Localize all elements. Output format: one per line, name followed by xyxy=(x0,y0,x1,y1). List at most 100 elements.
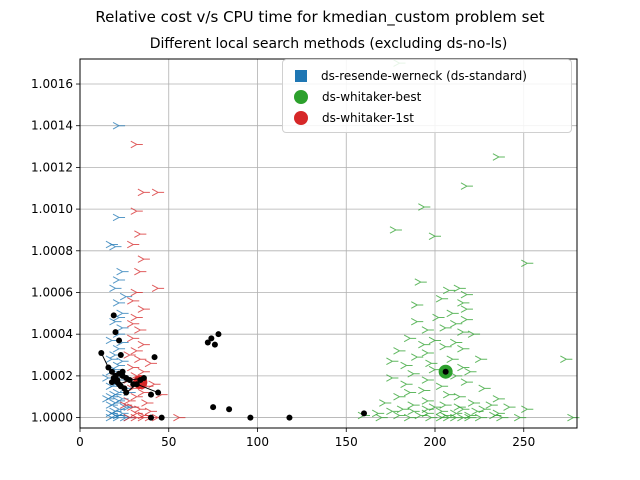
point-resende xyxy=(116,267,129,276)
y-tick-label: 1.0002 xyxy=(31,369,73,383)
y-tick-label: 1.0010 xyxy=(31,202,73,216)
black-point xyxy=(211,341,218,348)
point-best xyxy=(403,388,417,397)
point-best xyxy=(492,395,505,403)
point-first xyxy=(137,367,150,376)
y-tick-label: 1.0014 xyxy=(31,119,73,133)
black-point xyxy=(140,374,147,381)
black-point xyxy=(116,337,123,344)
point-first xyxy=(127,334,140,343)
point-first xyxy=(130,392,143,401)
point-best xyxy=(513,413,527,422)
point-best xyxy=(400,380,413,388)
point-best xyxy=(457,299,470,307)
point-best xyxy=(460,305,473,313)
legend-label-best: ds-whitaker-best xyxy=(322,90,422,104)
point-first xyxy=(173,413,186,422)
legend: ds-resende-werneck (ds-standard) ds-whit… xyxy=(282,59,572,133)
black-point xyxy=(123,389,130,396)
point-best xyxy=(446,355,459,363)
point-first xyxy=(130,347,143,355)
point-best xyxy=(400,361,413,370)
point-first xyxy=(123,351,136,359)
point-best xyxy=(435,413,449,422)
black-point xyxy=(108,368,115,375)
point-first xyxy=(127,363,140,372)
point-best xyxy=(560,355,573,363)
point-first xyxy=(137,188,150,197)
point-first xyxy=(151,284,165,293)
x-tick-label: 150 xyxy=(335,435,358,449)
black-point xyxy=(133,381,140,388)
point-best xyxy=(442,286,456,295)
point-first xyxy=(127,297,140,305)
point-best xyxy=(386,357,399,366)
point-first xyxy=(137,340,150,349)
point-best xyxy=(442,390,456,399)
point-resende xyxy=(105,355,118,363)
point-best xyxy=(450,409,463,418)
point-best xyxy=(418,386,431,395)
point-first xyxy=(144,407,157,416)
y-tick-label: 1.0004 xyxy=(31,327,73,341)
black-point xyxy=(215,331,222,338)
black-point xyxy=(126,377,133,384)
point-best xyxy=(485,401,498,409)
chart-subtitle: Different local search methods (excludin… xyxy=(149,36,508,52)
point-best xyxy=(389,226,402,234)
point-best xyxy=(439,324,452,332)
point-best xyxy=(460,315,473,324)
point-best xyxy=(478,384,491,393)
black-point xyxy=(110,312,117,319)
point-best xyxy=(403,413,417,422)
point-first xyxy=(134,230,147,238)
point-resende xyxy=(116,309,129,318)
point-best xyxy=(446,309,459,318)
y-tick-label: 1.0008 xyxy=(31,244,73,258)
point-first xyxy=(130,140,143,149)
black-point xyxy=(151,354,158,361)
black-point xyxy=(112,329,119,336)
point-first xyxy=(127,320,140,328)
point-resende xyxy=(112,361,126,370)
point-best xyxy=(428,336,441,345)
grid-lines xyxy=(79,59,577,428)
black-point xyxy=(98,349,105,356)
black-point xyxy=(286,414,293,421)
y-tick-label: 1.0012 xyxy=(31,160,73,174)
point-first xyxy=(134,267,147,276)
black-point xyxy=(155,389,162,396)
point-best xyxy=(460,378,473,386)
black-point xyxy=(148,391,154,398)
point-best xyxy=(407,370,420,378)
point-resende xyxy=(109,284,122,293)
point-first xyxy=(130,413,143,422)
legend-label-first: ds-whitaker-1st xyxy=(322,111,415,125)
point-best xyxy=(474,413,488,422)
point-best xyxy=(414,411,427,420)
legend-item-first: ds-whitaker-1st xyxy=(291,108,414,128)
point-best xyxy=(521,259,534,268)
x-tick-label: 250 xyxy=(512,435,535,449)
point-best xyxy=(396,405,410,413)
point-best xyxy=(450,338,463,347)
point-best xyxy=(521,405,534,413)
point-best xyxy=(418,340,431,349)
point-best xyxy=(496,413,509,422)
x-tick-label: 200 xyxy=(424,435,447,449)
point-resende xyxy=(116,357,129,366)
point-best xyxy=(414,278,427,286)
point-best xyxy=(421,349,434,357)
point-first xyxy=(137,305,150,313)
point-best xyxy=(386,407,399,416)
point-best xyxy=(411,301,424,309)
point-first xyxy=(127,240,140,249)
black-point xyxy=(442,368,449,375)
point-best xyxy=(371,409,385,418)
point-best xyxy=(375,413,388,422)
axis-ticks: 0 50 100 150 200 250 1.0000 1.0002 1.0004 1.0006 1… xyxy=(31,77,535,449)
point-best xyxy=(411,317,424,326)
point-best xyxy=(393,347,406,355)
point-best xyxy=(421,397,434,405)
point-best xyxy=(460,290,473,299)
